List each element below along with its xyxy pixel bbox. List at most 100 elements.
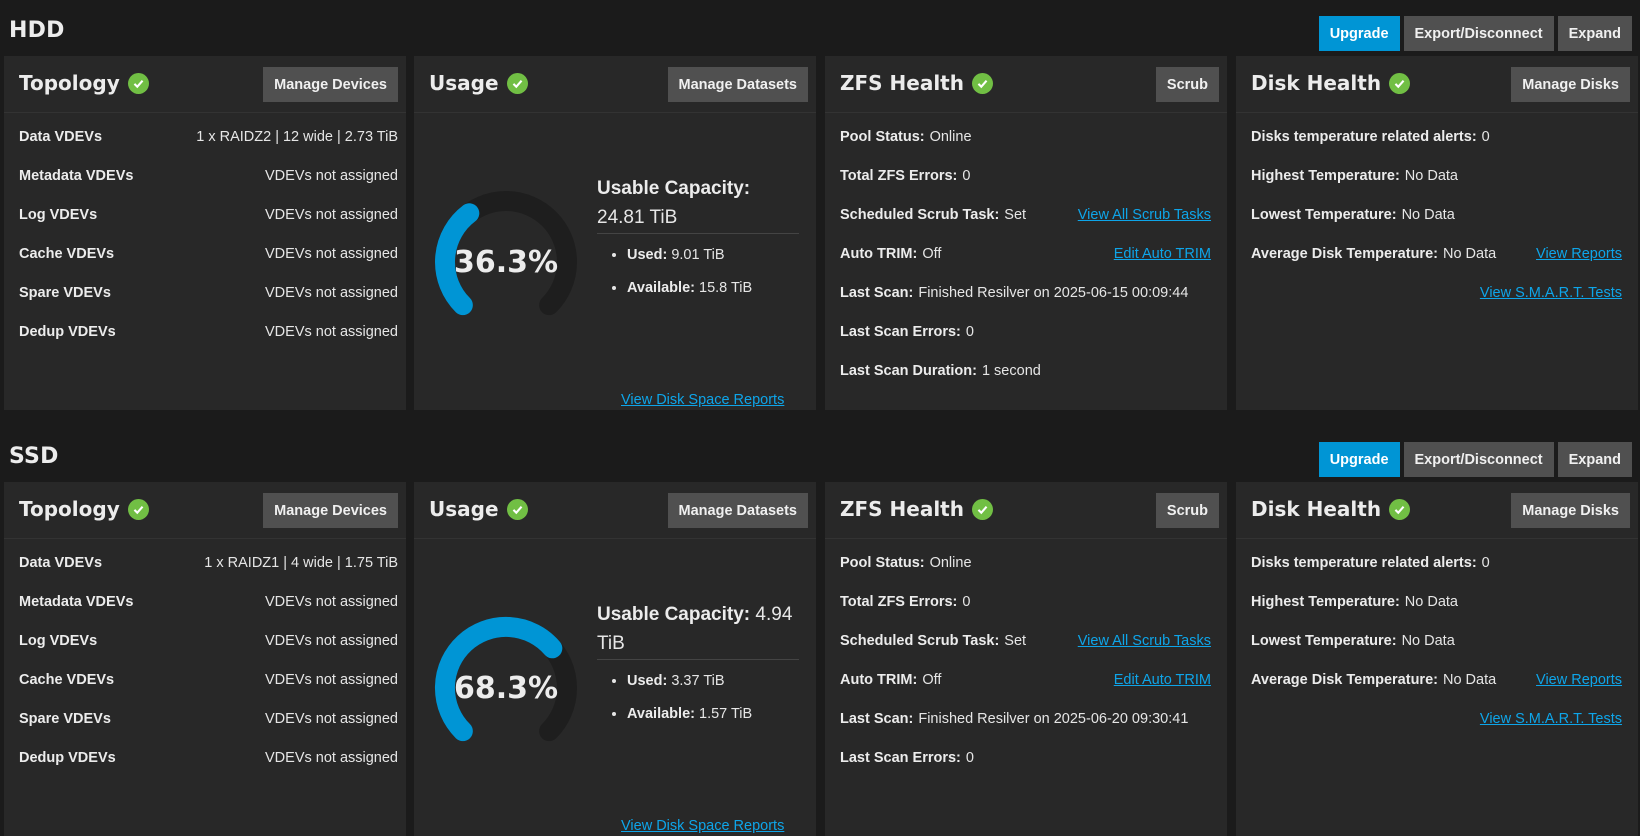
manage-disks-button[interactable]: Manage Disks (1511, 67, 1630, 102)
card-header: Disk Health Manage Disks (1236, 482, 1638, 539)
used-value: 9.01 TiB (671, 247, 725, 263)
pool-header: HDD Upgrade Export/Disconnect Expand (0, 0, 1640, 56)
check-circle-icon (506, 72, 528, 94)
topology-row-log: Log VDEVs VDEVs not assigned (19, 207, 398, 246)
capacity-summary: Usable Capacity: 4.94 TiB Used: 3.37 TiB… (597, 600, 799, 834)
row-value: VDEVs not assigned (265, 285, 398, 301)
card-title: Disk Health (1251, 497, 1411, 521)
view-scrub-tasks-link[interactable]: View All Scrub Tasks (1077, 633, 1211, 649)
row-value: Online (929, 129, 972, 145)
scrub-button[interactable]: Scrub (1155, 67, 1219, 102)
manage-devices-button[interactable]: Manage Devices (263, 493, 398, 528)
manage-disks-button[interactable]: Manage Disks (1511, 493, 1630, 528)
row-label: Metadata VDEVs (19, 594, 134, 610)
row-label: Highest Temperature: (1251, 594, 1400, 610)
row-label: Pool Status: (840, 129, 925, 145)
zfs-rows: Pool Status: Online Total ZFS Errors: 0 Sc… (840, 555, 1219, 789)
export-disconnect-button[interactable]: Export/Disconnect (1403, 442, 1554, 477)
row-label: Auto TRIM: (840, 246, 918, 262)
row-value: 0 (962, 168, 971, 184)
highest-temp-row: Highest Temperature: No Data (1251, 594, 1630, 633)
zfs-errors-row: Total ZFS Errors: 0 (840, 168, 1219, 207)
view-reports-link[interactable]: View Reports (1536, 246, 1622, 262)
row-label: Cache VDEVs (19, 246, 115, 262)
card-header: Topology Manage Devices (4, 482, 406, 539)
row-label: Highest Temperature: (1251, 168, 1400, 184)
row-value: VDEVs not assigned (265, 750, 398, 766)
disk-space-reports-link[interactable]: View Disk Space Reports (621, 818, 785, 834)
topology-row-data: Data VDEVs 1 x RAIDZ2 | 12 wide | 2.73 Ti… (19, 129, 398, 168)
card-title-text: Usage (429, 71, 499, 95)
view-reports-link[interactable]: View Reports (1536, 672, 1622, 688)
disk-health-card: Disk Health Manage Disks Disks temperatu… (1236, 482, 1638, 836)
row-value: No Data (1401, 207, 1455, 223)
view-smart-tests-link[interactable]: View S.M.A.R.T. Tests (1479, 711, 1622, 727)
row-value: VDEVs not assigned (265, 672, 398, 688)
row-label: Average Disk Temperature: (1251, 672, 1438, 688)
topology-row-dedup: Dedup VDEVs VDEVs not assigned (19, 324, 398, 363)
card-title-text: Disk Health (1251, 497, 1382, 521)
check-circle-icon (1389, 72, 1411, 94)
smart-tests-row: View S.M.A.R.T. Tests (1251, 285, 1630, 324)
row-label: Dedup VDEVs (19, 324, 116, 340)
upgrade-button[interactable]: Upgrade (1318, 16, 1400, 51)
card-title-text: Topology (19, 71, 120, 95)
usage-card: Usage Manage Datasets 68.3% Usable Capac… (414, 482, 816, 836)
row-value: Off (922, 672, 942, 688)
card-header: Usage Manage Datasets (414, 482, 816, 539)
export-disconnect-button[interactable]: Export/Disconnect (1403, 16, 1554, 51)
row-label: Metadata VDEVs (19, 168, 134, 184)
check-circle-icon (1389, 498, 1411, 520)
row-value: No Data (1404, 168, 1458, 184)
pool-status-row: Pool Status: Online (840, 129, 1219, 168)
card-header: Usage Manage Datasets (414, 56, 816, 113)
scrub-task-row: Scheduled Scrub Task: Set View All Scrub T… (840, 633, 1219, 672)
manage-devices-button[interactable]: Manage Devices (263, 67, 398, 102)
last-scan-errors-row: Last Scan Errors: 0 (840, 750, 1219, 789)
disk-space-reports-link[interactable]: View Disk Space Reports (621, 392, 785, 408)
card-title: Usage (429, 497, 528, 521)
topology-rows: Data VDEVs 1 x RAIDZ1 | 4 wide | 1.75 TiB… (19, 555, 398, 789)
expand-button[interactable]: Expand (1557, 442, 1632, 477)
row-label: Disks temperature related alerts: (1251, 555, 1477, 571)
edit-auto-trim-link[interactable]: Edit Auto TRIM (1113, 672, 1211, 688)
used-item: Used: 9.01 TiB (627, 242, 799, 275)
upgrade-button[interactable]: Upgrade (1318, 442, 1400, 477)
row-label: Disks temperature related alerts: (1251, 129, 1477, 145)
manage-datasets-button[interactable]: Manage Datasets (667, 67, 808, 102)
row-value: 0 (962, 594, 971, 610)
capacity-label: Usable Capacity: (597, 178, 751, 199)
last-scan-errors-row: Last Scan Errors: 0 (840, 324, 1219, 363)
average-temp-row: Average Disk Temperature: No Data View Rep… (1251, 672, 1630, 711)
row-value: VDEVs not assigned (265, 633, 398, 649)
view-smart-tests-link[interactable]: View S.M.A.R.T. Tests (1479, 285, 1622, 301)
row-value: 0 (965, 324, 974, 340)
row-value: Set (1004, 207, 1027, 223)
view-scrub-tasks-link[interactable]: View All Scrub Tasks (1077, 207, 1211, 223)
topology-row-metadata: Metadata VDEVs VDEVs not assigned (19, 594, 398, 633)
expand-button[interactable]: Expand (1557, 16, 1632, 51)
used-value: 3.37 TiB (671, 673, 725, 689)
card-title-text: Usage (429, 497, 499, 521)
row-label: Scheduled Scrub Task: (840, 633, 1000, 649)
topology-card: Topology Manage Devices Data VDEVs 1 x RA… (4, 56, 406, 410)
topology-card: Topology Manage Devices Data VDEVs 1 x RA… (4, 482, 406, 836)
pool-title: HDD (9, 18, 65, 43)
manage-datasets-button[interactable]: Manage Datasets (667, 493, 808, 528)
topology-row-dedup: Dedup VDEVs VDEVs not assigned (19, 750, 398, 789)
edit-auto-trim-link[interactable]: Edit Auto TRIM (1113, 246, 1211, 262)
card-title: Usage (429, 71, 528, 95)
row-label: Last Scan: (840, 711, 914, 727)
topology-row-metadata: Metadata VDEVs VDEVs not assigned (19, 168, 398, 207)
row-label: Spare VDEVs (19, 285, 111, 301)
check-circle-icon (127, 72, 149, 94)
card-title: Topology (19, 71, 149, 95)
scrub-button[interactable]: Scrub (1155, 493, 1219, 528)
row-value: VDEVs not assigned (265, 246, 398, 262)
pool-cards: Topology Manage Devices Data VDEVs 1 x RA… (0, 482, 1640, 836)
smart-tests-row: View S.M.A.R.T. Tests (1251, 711, 1630, 750)
lowest-temp-row: Lowest Temperature: No Data (1251, 207, 1630, 246)
topology-row-data: Data VDEVs 1 x RAIDZ1 | 4 wide | 1.75 TiB (19, 555, 398, 594)
row-label: Pool Status: (840, 555, 925, 571)
capacity-label: Usable Capacity: (597, 604, 751, 625)
